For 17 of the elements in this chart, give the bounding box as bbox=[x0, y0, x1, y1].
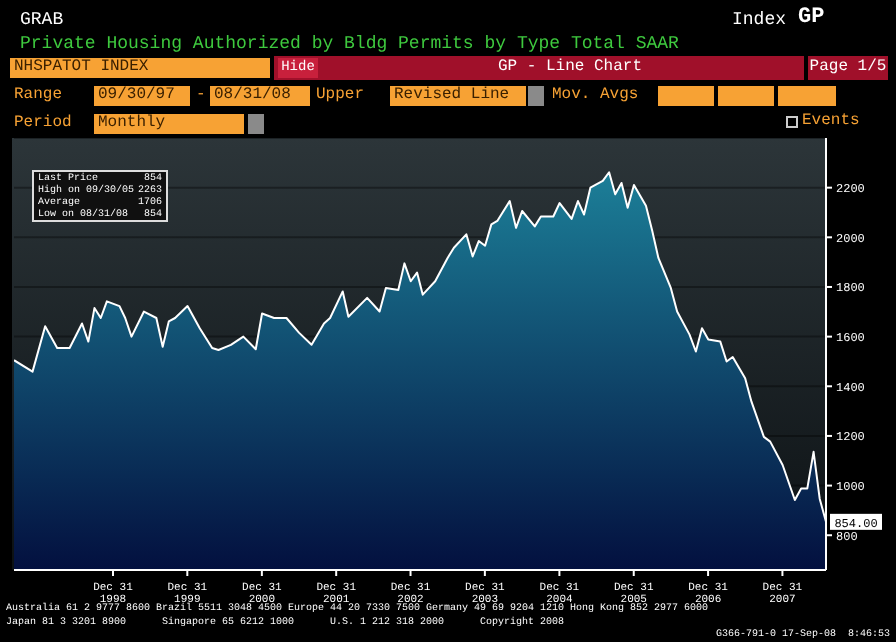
text: GP - Line Chart bbox=[495, 56, 644, 80]
text: Period bbox=[14, 114, 72, 134]
text: Upper bbox=[316, 86, 365, 106]
text: 08/31/08 bbox=[210, 86, 310, 106]
text: - bbox=[196, 86, 206, 106]
text: Range bbox=[14, 86, 63, 106]
text: Page 1/5 bbox=[808, 56, 888, 80]
text: NHSPATOT INDEX bbox=[10, 58, 270, 78]
text: GP bbox=[798, 6, 825, 30]
text: Events bbox=[802, 112, 860, 132]
text: GRAB bbox=[20, 10, 64, 30]
text: Index bbox=[732, 10, 787, 30]
text: 09/30/97 bbox=[94, 86, 190, 106]
text: Revised Line bbox=[390, 86, 526, 106]
text: Monthly bbox=[94, 114, 244, 134]
chart-title: Private Housing Authorized by Bldg Permits by Type Total SAAR bbox=[20, 32, 679, 56]
text: Mov. Avgs bbox=[552, 86, 639, 106]
